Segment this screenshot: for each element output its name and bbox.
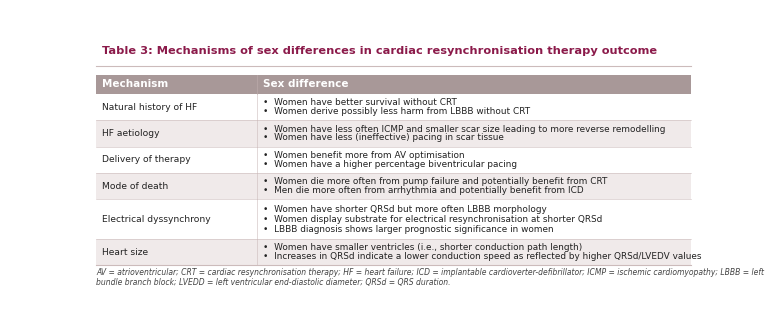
Text: •  Women have shorter QRSd but more often LBBB morphology: • Women have shorter QRSd but more often…	[263, 205, 546, 214]
Text: •  Women derive possibly less harm from LBBB without CRT: • Women derive possibly less harm from L…	[263, 107, 530, 116]
Text: Heart size: Heart size	[102, 248, 148, 257]
Text: Natural history of HF: Natural history of HF	[102, 103, 197, 112]
Text: Sex difference: Sex difference	[263, 79, 348, 89]
Text: •  Women display substrate for electrical resynchronisation at shorter QRSd: • Women display substrate for electrical…	[263, 215, 602, 224]
Text: •  Increases in QRSd indicate a lower conduction speed as reflected by higher QR: • Increases in QRSd indicate a lower con…	[263, 252, 701, 261]
Text: Mechanism: Mechanism	[102, 79, 168, 89]
Text: •  LBBB diagnosis shows larger prognostic significance in women: • LBBB diagnosis shows larger prognostic…	[263, 224, 553, 234]
Bar	[96, 75, 691, 94]
Text: AV = atrioventricular; CRT = cardiac resynchronisation therapy; HF = heart failu: AV = atrioventricular; CRT = cardiac res…	[96, 268, 764, 287]
Text: •  Women have less (ineffective) pacing in scar tissue: • Women have less (ineffective) pacing i…	[263, 133, 504, 142]
Text: •  Women have a higher percentage biventricular pacing: • Women have a higher percentage biventr…	[263, 160, 517, 169]
Text: •  Women have smaller ventricles (i.e., shorter conduction path length): • Women have smaller ventricles (i.e., s…	[263, 243, 582, 252]
Text: Delivery of therapy: Delivery of therapy	[102, 156, 190, 165]
Text: •  Women benefit more from AV optimisation: • Women benefit more from AV optimisatio…	[263, 151, 465, 160]
Text: •  Women have less often ICMP and smaller scar size leading to more reverse remo: • Women have less often ICMP and smaller…	[263, 125, 665, 134]
Text: Mode of death: Mode of death	[102, 182, 168, 191]
Text: •  Women have better survival without CRT: • Women have better survival without CRT	[263, 98, 456, 107]
Text: Electrical dyssynchrony: Electrical dyssynchrony	[102, 215, 210, 224]
Text: •  Men die more often from arrhythmia and potentially benefit from ICD: • Men die more often from arrhythmia and…	[263, 186, 583, 195]
Text: •  Women die more often from pump failure and potentially benefit from CRT: • Women die more often from pump failure…	[263, 177, 607, 186]
Text: HF aetiology: HF aetiology	[102, 129, 160, 138]
Text: Table 3: Mechanisms of sex differences in cardiac resynchronisation therapy outc: Table 3: Mechanisms of sex differences i…	[102, 46, 657, 56]
